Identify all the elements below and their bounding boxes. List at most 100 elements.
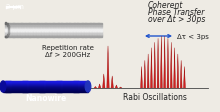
- Bar: [47, 83, 48, 84]
- Bar: [62, 89, 64, 90]
- Bar: [41, 83, 43, 84]
- Bar: [21, 86, 22, 87]
- Bar: [67, 89, 68, 90]
- Bar: [76, 90, 78, 91]
- Bar: [8, 90, 10, 91]
- Bar: [58, 84, 60, 85]
- Bar: [29, 26, 31, 28]
- Bar: [67, 88, 68, 89]
- Bar: [61, 85, 63, 86]
- Bar: [74, 25, 76, 26]
- Bar: [25, 85, 27, 86]
- Bar: [76, 24, 78, 25]
- Bar: [28, 32, 30, 33]
- Bar: [37, 89, 38, 90]
- Bar: [12, 24, 14, 25]
- Bar: [36, 82, 37, 83]
- Bar: [47, 24, 49, 25]
- Bar: [11, 84, 13, 85]
- Bar: [62, 87, 64, 88]
- Bar: [97, 26, 99, 28]
- Bar: [61, 26, 63, 28]
- Bar: [10, 91, 12, 92]
- Bar: [60, 82, 62, 83]
- Bar: [76, 89, 78, 90]
- Bar: [6, 82, 8, 83]
- Bar: [11, 90, 13, 91]
- Bar: [47, 33, 49, 34]
- Bar: [18, 83, 19, 84]
- Bar: [81, 83, 82, 84]
- Bar: [74, 36, 76, 37]
- Bar: [21, 82, 22, 83]
- Bar: [31, 32, 33, 33]
- Bar: [40, 26, 42, 28]
- Bar: [57, 33, 59, 34]
- Bar: [15, 86, 16, 87]
- Bar: [34, 33, 36, 34]
- Bar: [17, 89, 18, 90]
- Bar: [40, 88, 42, 89]
- Bar: [66, 29, 68, 30]
- Bar: [90, 34, 92, 36]
- Bar: [22, 87, 24, 88]
- Bar: [79, 87, 80, 88]
- Bar: [47, 90, 48, 91]
- Bar: [11, 89, 13, 90]
- Bar: [97, 25, 99, 26]
- Bar: [82, 83, 83, 84]
- Bar: [82, 32, 84, 33]
- Bar: [65, 26, 66, 28]
- Bar: [57, 32, 59, 33]
- Bar: [52, 86, 53, 87]
- Bar: [33, 90, 34, 91]
- Bar: [3, 81, 4, 82]
- Bar: [76, 26, 78, 28]
- Bar: [40, 34, 42, 36]
- Bar: [29, 85, 31, 86]
- Bar: [43, 84, 45, 85]
- Bar: [70, 29, 71, 30]
- Bar: [50, 86, 51, 87]
- Bar: [8, 86, 10, 87]
- Bar: [55, 85, 57, 86]
- Bar: [97, 28, 99, 29]
- Bar: [85, 32, 87, 33]
- Bar: [43, 90, 45, 91]
- Bar: [16, 90, 17, 91]
- Bar: [6, 87, 8, 88]
- Bar: [55, 33, 57, 34]
- Bar: [50, 81, 51, 82]
- Bar: [22, 83, 24, 84]
- Bar: [20, 87, 22, 88]
- Bar: [13, 90, 14, 91]
- Bar: [17, 82, 18, 83]
- Bar: [84, 24, 86, 25]
- Bar: [9, 83, 11, 84]
- Bar: [75, 90, 77, 91]
- Bar: [15, 29, 17, 30]
- Bar: [9, 90, 11, 91]
- Bar: [47, 86, 48, 87]
- Bar: [53, 26, 55, 28]
- Bar: [26, 90, 28, 91]
- Bar: [10, 83, 12, 84]
- Bar: [69, 91, 70, 92]
- Bar: [4, 88, 6, 89]
- Bar: [23, 85, 25, 86]
- Bar: [85, 88, 86, 89]
- Bar: [8, 29, 9, 30]
- Bar: [63, 33, 65, 34]
- Bar: [11, 91, 13, 92]
- Bar: [59, 86, 61, 87]
- Bar: [37, 85, 38, 86]
- Bar: [73, 25, 75, 26]
- Bar: [57, 26, 59, 28]
- Bar: [66, 34, 68, 36]
- Bar: [31, 91, 32, 92]
- Bar: [28, 30, 30, 32]
- Bar: [34, 36, 36, 37]
- Bar: [98, 32, 100, 33]
- Bar: [89, 26, 91, 28]
- Bar: [71, 89, 72, 90]
